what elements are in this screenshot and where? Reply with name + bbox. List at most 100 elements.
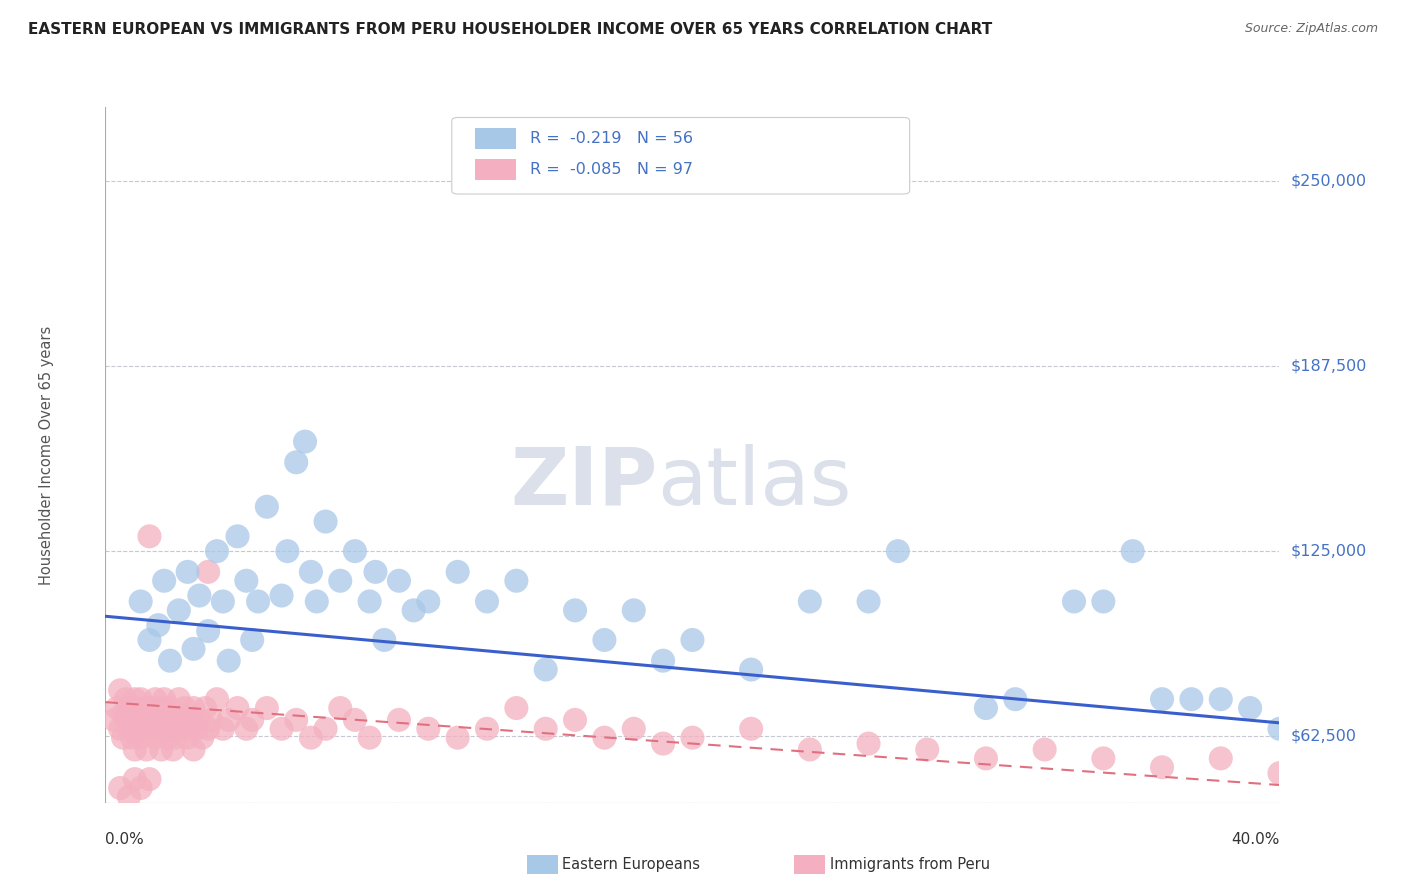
Point <box>1180 692 1202 706</box>
Point <box>127 713 149 727</box>
Point <box>153 722 176 736</box>
Point <box>176 731 198 745</box>
Point <box>148 618 170 632</box>
Text: R =  -0.219   N = 56: R = -0.219 N = 56 <box>530 131 693 146</box>
Point <box>150 742 173 756</box>
Point <box>446 565 468 579</box>
Point <box>167 692 190 706</box>
Point <box>446 731 468 745</box>
Point <box>197 624 219 638</box>
Point <box>112 731 135 745</box>
Text: EASTERN EUROPEAN VS IMMIGRANTS FROM PERU HOUSEHOLDER INCOME OVER 65 YEARS CORREL: EASTERN EUROPEAN VS IMMIGRANTS FROM PERU… <box>28 22 993 37</box>
Point <box>235 574 257 588</box>
Point <box>138 722 160 736</box>
Point <box>887 544 910 558</box>
Point <box>197 722 219 736</box>
Point <box>593 731 616 745</box>
Text: atlas: atlas <box>657 443 852 522</box>
Point <box>299 731 322 745</box>
Point <box>129 692 152 706</box>
Point <box>159 701 181 715</box>
FancyBboxPatch shape <box>475 128 516 149</box>
Point <box>127 701 149 715</box>
Point <box>475 722 498 736</box>
Point <box>211 594 233 608</box>
Point <box>299 565 322 579</box>
Point <box>115 692 138 706</box>
Point <box>132 722 155 736</box>
Point <box>138 772 160 786</box>
Point <box>159 722 181 736</box>
Point <box>235 722 257 736</box>
Point <box>197 565 219 579</box>
Point <box>124 742 146 756</box>
Point <box>103 713 125 727</box>
Point <box>162 742 184 756</box>
Point <box>858 594 880 608</box>
Point <box>124 692 146 706</box>
Text: $250,000: $250,000 <box>1291 174 1367 188</box>
Point <box>475 594 498 608</box>
Text: Source: ZipAtlas.com: Source: ZipAtlas.com <box>1244 22 1378 36</box>
Point <box>240 632 263 647</box>
Point <box>138 529 160 543</box>
Point <box>917 742 939 756</box>
FancyBboxPatch shape <box>451 118 910 194</box>
Point <box>129 594 152 608</box>
Point <box>682 731 704 745</box>
Point <box>740 722 762 736</box>
Point <box>593 632 616 647</box>
Point <box>256 701 278 715</box>
Point <box>188 713 211 727</box>
Point <box>132 713 155 727</box>
Point <box>205 692 228 706</box>
Point <box>121 731 143 745</box>
Point <box>974 751 997 765</box>
Point <box>115 713 138 727</box>
Text: Eastern Europeans: Eastern Europeans <box>562 857 700 871</box>
Point <box>1033 742 1056 756</box>
Text: $187,500: $187,500 <box>1291 359 1367 374</box>
Point <box>108 780 131 795</box>
Point <box>211 722 233 736</box>
Point <box>159 654 181 668</box>
Point <box>170 713 193 727</box>
Point <box>135 742 157 756</box>
Point <box>1122 544 1144 558</box>
Point <box>176 565 198 579</box>
FancyBboxPatch shape <box>475 159 516 180</box>
Point <box>315 722 337 736</box>
Point <box>270 589 292 603</box>
Point <box>143 731 166 745</box>
Point <box>118 789 141 804</box>
Point <box>364 565 387 579</box>
Point <box>343 713 366 727</box>
Point <box>256 500 278 514</box>
Point <box>156 731 179 745</box>
Point <box>108 722 131 736</box>
Point <box>121 713 143 727</box>
Point <box>186 722 208 736</box>
Point <box>118 722 141 736</box>
Point <box>135 701 157 715</box>
Point <box>388 574 411 588</box>
Point <box>112 706 135 721</box>
Point <box>165 731 187 745</box>
Point <box>153 574 176 588</box>
Point <box>359 594 381 608</box>
Point <box>285 455 308 469</box>
Point <box>270 722 292 736</box>
Point <box>226 529 249 543</box>
Point <box>505 574 527 588</box>
Point <box>373 632 395 647</box>
Point <box>180 713 202 727</box>
Point <box>141 701 163 715</box>
Point <box>1239 701 1261 715</box>
Point <box>226 701 249 715</box>
Point <box>329 701 352 715</box>
Point <box>124 772 146 786</box>
Point <box>141 713 163 727</box>
Point <box>534 722 557 736</box>
Text: $125,000: $125,000 <box>1291 543 1367 558</box>
Point <box>329 574 352 588</box>
